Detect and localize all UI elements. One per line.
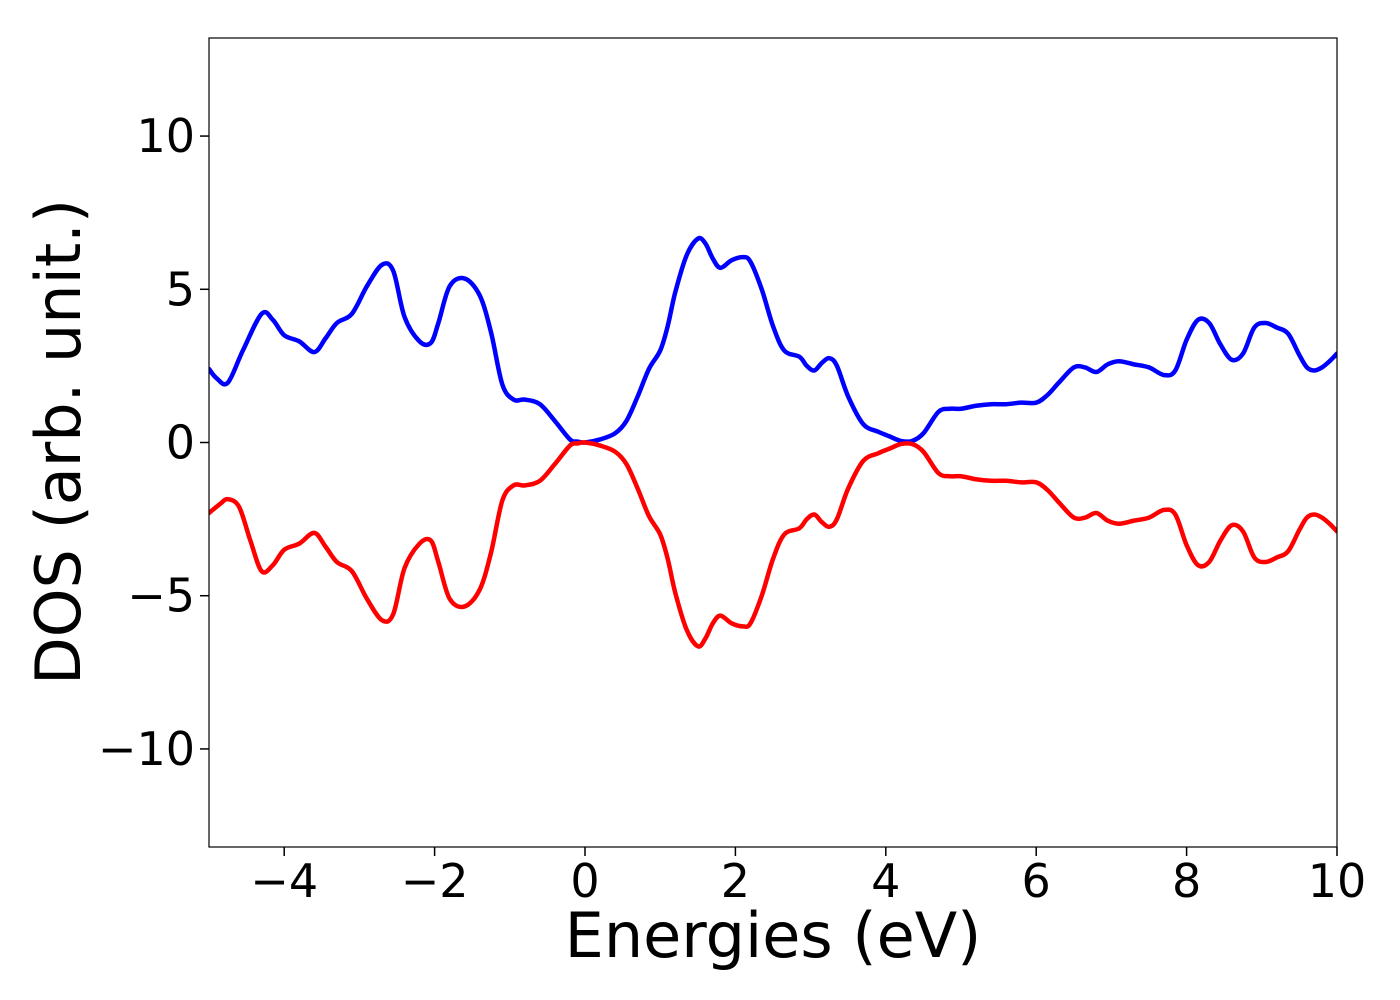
x-tick-label: 2 (721, 854, 750, 908)
y-tick-label: 10 (136, 109, 195, 163)
series-line-2 (209, 440, 1337, 649)
x-axis: −4 −2 0 2 4 6 8 10 (250, 847, 1366, 908)
y-tick-label: 5 (166, 262, 195, 316)
x-tick-label: 8 (1172, 854, 1201, 908)
x-tick-label: 10 (1308, 854, 1367, 908)
x-tick-label: 0 (570, 854, 599, 908)
x-tick-label: −2 (401, 854, 469, 908)
x-tick-label: −4 (250, 854, 318, 908)
x-tick-label: 6 (1022, 854, 1051, 908)
y-tick-label: −10 (98, 722, 195, 776)
series-layer (209, 235, 1337, 649)
x-tick-label: 4 (871, 854, 900, 908)
y-tick-label: −5 (127, 569, 195, 623)
y-axis-label: DOS (arb. unit.) (22, 199, 95, 685)
series-line-1 (209, 235, 1337, 445)
y-tick-label: 0 (166, 416, 195, 470)
y-axis: −10 −5 0 5 10 (98, 109, 209, 776)
x-axis-label: Energies (eV) (565, 899, 982, 972)
